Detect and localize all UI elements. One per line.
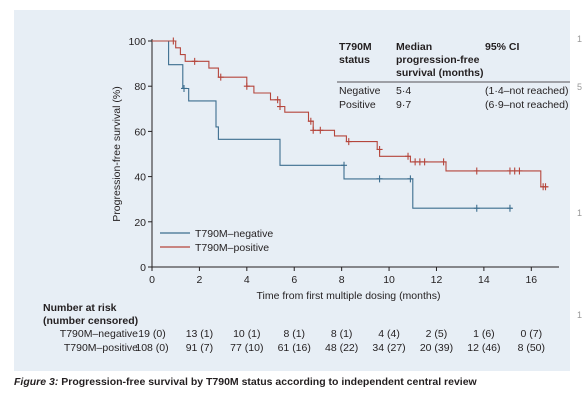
figure-panel: 0 20 40 60 80 100 0 2 4 6 8 10 12 14 16 Time from first… [14, 10, 570, 371]
median-header-status: T790M [339, 41, 372, 53]
median-cell: (1·4–not reached) [485, 85, 568, 97]
median-header-status: status [339, 54, 370, 66]
censor-mark [307, 117, 314, 125]
risk-value: 12 (46) [467, 342, 500, 354]
x-tick-label: 0 [149, 274, 155, 286]
kaplan-meier-chart: 0 20 40 60 80 100 0 2 4 6 8 10 12 14 16 Time from first… [43, 36, 570, 354]
x-tick-label: 10 [383, 274, 395, 286]
edge-character: 5 [577, 82, 583, 92]
censor-mark [473, 204, 480, 212]
median-cell: Positive [339, 99, 376, 111]
risk-value: 1 (6) [473, 328, 495, 340]
censor-mark [542, 183, 549, 191]
censor-mark [506, 204, 513, 212]
risk-row-label: T790M–negative [60, 328, 138, 340]
survival-curves [152, 40, 548, 209]
x-axis-label: Time from first multiple dosing (months) [257, 290, 441, 302]
censor-mark [274, 96, 281, 104]
risk-value: 48 (22) [325, 342, 358, 354]
risk-value: 8 (1) [331, 328, 353, 340]
legend-label: T790M–positive [195, 242, 269, 254]
risk-value: 8 (50) [518, 342, 545, 354]
chart-legend: T790M–negative T790M–positive [160, 228, 273, 254]
censor-mark [277, 103, 284, 111]
risk-value: 77 (10) [230, 342, 263, 354]
plot-axes: 0 20 40 60 80 100 0 2 4 6 8 10 12 14 16 Time from first… [111, 36, 559, 302]
median-header-ci: 95% CI [485, 41, 520, 53]
risk-title: Number at risk [43, 302, 117, 314]
risk-value: 2 (5) [426, 328, 448, 340]
y-tick-label: 20 [134, 217, 146, 229]
censor-mark [516, 167, 523, 175]
edge-character: 1 [577, 310, 583, 320]
risk-value: 4 (4) [378, 328, 400, 340]
figure-label: Figure 3: [14, 376, 59, 388]
edge-character: 1 [577, 208, 583, 218]
censor-mark [317, 126, 324, 134]
censor-marks [170, 37, 549, 212]
median-cell: (6·9–not reached) [485, 99, 568, 111]
figure-caption: Figure 3: Progression-free survival by T… [14, 376, 570, 389]
y-tick-label: 0 [140, 262, 146, 274]
censor-mark [376, 145, 383, 153]
censor-mark [310, 126, 317, 134]
legend-label: T790M–negative [195, 228, 273, 240]
censor-mark [376, 175, 383, 183]
edge-character: 1 [577, 34, 583, 44]
median-cell: 5·4 [396, 85, 411, 97]
curve-negative [152, 40, 513, 209]
y-tick-label: 60 [134, 126, 146, 138]
x-tick-label: 4 [244, 274, 250, 286]
y-axis-label: Progression-free survival (%) [111, 86, 123, 221]
censor-mark [181, 84, 188, 92]
censor-mark [421, 158, 428, 166]
caption-text: Progression-free survival by T790M statu… [61, 376, 477, 388]
risk-value: 34 (27) [372, 342, 405, 354]
censor-mark [407, 175, 414, 183]
risk-value: 0 (7) [520, 328, 542, 340]
censor-mark [170, 37, 177, 45]
risk-value: 10 (1) [233, 328, 260, 340]
risk-value: 8 (1) [283, 328, 305, 340]
x-tick-label: 8 [339, 274, 345, 286]
risk-value: 91 (7) [186, 342, 213, 354]
y-tick-label: 40 [134, 172, 146, 184]
median-header-pfs: survival (months) [396, 67, 484, 79]
risk-value: 61 (16) [278, 342, 311, 354]
x-tick-label: 6 [291, 274, 297, 286]
median-cell: Negative [339, 85, 381, 97]
censor-mark [191, 57, 198, 65]
x-tick-label: 16 [525, 274, 537, 286]
x-tick-label: 14 [478, 274, 490, 286]
median-header-pfs: Median [396, 41, 432, 53]
median-header-pfs: progression-free [396, 54, 480, 66]
risk-value: 20 (39) [420, 342, 453, 354]
censor-mark [345, 138, 352, 146]
risk-row-label: T790M–positive [64, 342, 138, 354]
y-tick-label: 80 [134, 81, 146, 93]
censor-mark [243, 82, 250, 90]
censor-mark [440, 158, 447, 166]
median-cell: 9·7 [396, 99, 411, 111]
censor-mark [473, 167, 480, 175]
censor-mark [405, 152, 412, 160]
risk-value: 108 (0) [135, 342, 168, 354]
risk-value: 19 (0) [138, 328, 165, 340]
censor-mark [341, 161, 348, 169]
risk-value: 13 (1) [186, 328, 213, 340]
y-tick-label: 100 [128, 36, 146, 48]
number-at-risk-table: Number at risk(number censored)T790M–neg… [43, 302, 545, 354]
censor-mark [217, 73, 224, 81]
x-tick-label: 12 [431, 274, 443, 286]
risk-subtitle: (number censored) [43, 315, 138, 327]
x-tick-label: 2 [196, 274, 202, 286]
